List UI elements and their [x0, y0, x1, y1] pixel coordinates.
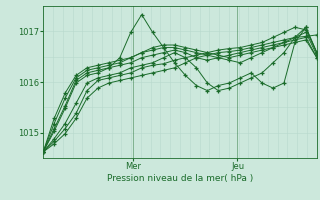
X-axis label: Pression niveau de la mer( hPa ): Pression niveau de la mer( hPa ) [107, 174, 253, 183]
